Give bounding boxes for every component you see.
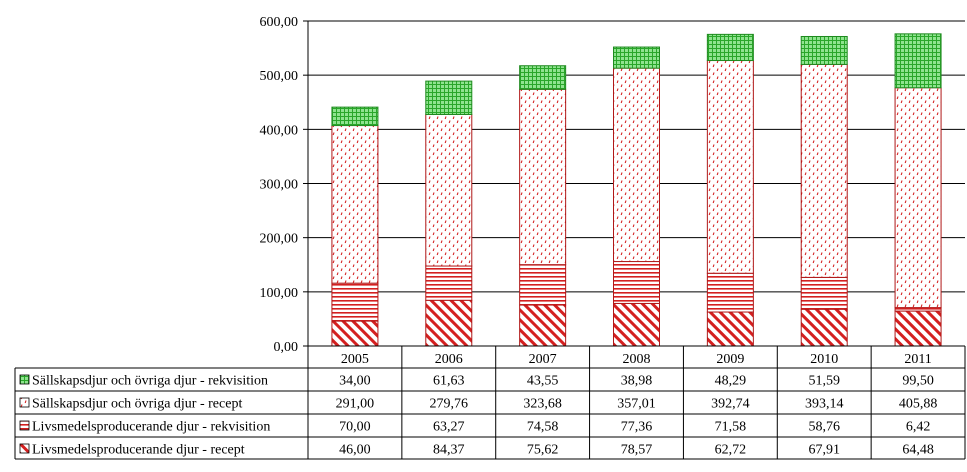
bar-segment [800,63,848,278]
y-tick-label: 400,00 [260,123,299,138]
data-label: 405,88 [899,397,938,412]
data-label: 51,59 [808,374,840,389]
data-label: 279,76 [430,397,469,412]
data-label: 58,76 [808,420,840,435]
data-label: 75,62 [527,443,559,458]
data-label: 323,68 [523,397,562,412]
bar-segment [894,87,942,309]
data-label: 393,14 [805,397,844,412]
bars [331,33,942,347]
y-tick-label: 100,00 [260,286,299,301]
bar-segment [425,113,473,267]
category-label: 2005 [341,352,369,367]
bar-segment [706,272,754,313]
bar-segment [425,80,473,115]
data-label: 43,55 [527,374,559,389]
data-label: 77,36 [621,420,653,435]
bar-segment [894,310,942,347]
y-tick-label: 600,00 [260,15,299,30]
y-tick-label: 500,00 [260,69,299,84]
data-label: 46,00 [339,443,371,458]
bar-segment [613,46,660,69]
bar-segment [425,265,473,301]
data-label: 99,50 [902,374,934,389]
bar-segment [800,308,848,347]
bar-segment [519,65,567,90]
data-label: 64,48 [902,443,934,458]
data-label: 34,00 [339,374,371,389]
bar-segment [800,276,848,310]
bar-segment [706,60,754,274]
bar-segment [706,311,754,347]
y-tick-label: 300,00 [260,178,299,193]
category-label: 2009 [716,352,744,367]
data-label: 357,01 [617,397,656,412]
data-label: 67,91 [808,443,840,458]
bar-segment [519,304,567,347]
y-axis: 0,00 100,00 200,00 300,00 400,00 500,00 600,00 [260,15,309,355]
legend-swatch [19,443,30,454]
bar-segment [800,35,848,65]
legend-swatch [19,374,30,385]
bar-segment [331,125,379,284]
bar-segment [706,33,754,62]
bar-segment [519,264,567,306]
category-label: 2008 [623,352,651,367]
bar-segment [894,307,942,312]
legend-entry: Sällskapsdjur och övriga djur - rekvisit… [32,374,268,389]
legend-entry: Livsmedelsproducerande djur - recept [32,443,245,458]
bar-segment [613,261,660,304]
bar-segment [331,320,379,347]
data-label: 63,27 [433,420,465,435]
category-label: 2007 [529,352,557,367]
bar-segment [331,282,379,322]
bar-segment [894,33,942,89]
data-label: 74,58 [527,420,559,435]
data-label: 84,37 [433,443,465,458]
data-label: 71,58 [715,420,747,435]
legend-entry: Livsmedelsproducerande djur - rekvisitio… [32,420,270,435]
legend-swatch [19,420,30,431]
bar-segment [613,302,660,347]
data-label: 70,00 [339,420,371,435]
category-label: 2011 [904,352,931,367]
bar-segment [331,106,379,127]
data-label: 392,74 [711,397,750,412]
bar-segment [425,299,473,347]
legend-swatch [19,397,30,408]
category-label: 2010 [810,352,838,367]
data-label: 61,63 [433,374,465,389]
data-label: 48,29 [715,374,747,389]
data-label: 6,42 [906,420,931,435]
category-label: 2006 [435,352,463,367]
data-table: 2005 2006 2007 2008 2009 2010 2011 Sällskapsdju… [14,345,966,460]
bar-segment [519,88,567,266]
data-label: 78,57 [621,443,653,458]
y-tick-label: 200,00 [260,232,299,247]
bar-segment [613,67,660,263]
data-label: 291,00 [336,397,375,412]
y-tick-label: 0,00 [274,340,299,355]
data-label: 62,72 [715,443,747,458]
data-label: 38,98 [621,374,653,389]
legend-entry: Sällskapsdjur och övriga djur - recept [32,397,242,412]
